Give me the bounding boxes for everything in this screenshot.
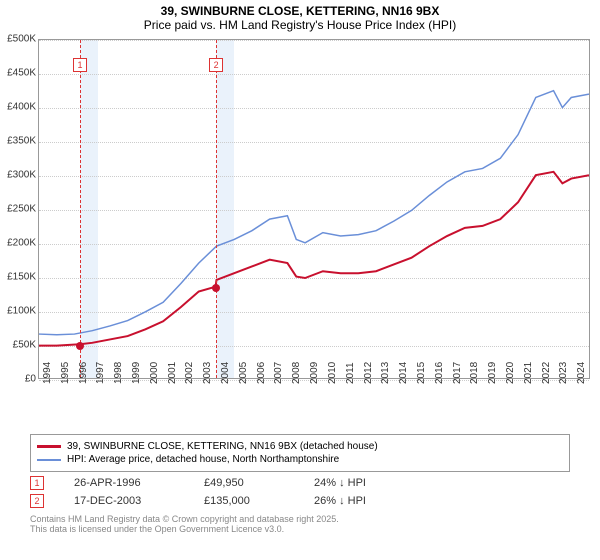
x-axis-label: 1995 [60,362,71,384]
y-axis-label: £50K [13,340,36,351]
x-axis-label: 2000 [149,362,160,384]
x-axis-label: 2013 [380,362,391,384]
sale-marker: 2 [209,58,223,72]
legend-swatch-property [37,445,61,448]
sale-delta: 26% ↓ HPI [314,495,366,507]
sale-delta: 24% ↓ HPI [314,477,366,489]
page-subtitle: Price paid vs. HM Land Registry's House … [0,18,600,32]
x-axis-label: 2006 [256,362,267,384]
y-axis-label: £0 [25,374,36,385]
attribution-line: This data is licensed under the Open Gov… [30,524,570,534]
x-axis-label: 2002 [184,362,195,384]
y-axis-label: £200K [7,238,36,249]
sale-id: 1 [30,476,44,490]
sale-date: 26-APR-1996 [74,477,174,489]
x-axis-label: 2016 [434,362,445,384]
page-title: 39, SWINBURNE CLOSE, KETTERING, NN16 9BX [0,4,600,18]
sale-dot [212,284,220,292]
x-axis-label: 2003 [202,362,213,384]
attribution-line: Contains HM Land Registry data © Crown c… [30,514,570,524]
sale-price: £49,950 [204,477,284,489]
x-axis-label: 2022 [541,362,552,384]
x-axis-label: 1996 [78,362,89,384]
sale-dot [76,342,84,350]
y-axis-label: £450K [7,68,36,79]
x-axis-label: 2019 [487,362,498,384]
x-axis-label: 2017 [452,362,463,384]
legend-label-property: 39, SWINBURNE CLOSE, KETTERING, NN16 9BX… [67,441,378,452]
y-axis-label: £150K [7,272,36,283]
sale-id: 2 [30,494,44,508]
sale-marker: 1 [73,58,87,72]
y-axis-label: £350K [7,136,36,147]
sale-row: 1 26-APR-1996 £49,950 24% ↓ HPI [30,476,570,490]
x-axis-label: 2020 [505,362,516,384]
y-axis-label: £100K [7,306,36,317]
x-axis-label: 2009 [309,362,320,384]
y-axis-label: £400K [7,102,36,113]
x-axis-label: 2001 [167,362,178,384]
x-axis-label: 2024 [576,362,587,384]
y-axis-label: £250K [7,204,36,215]
y-axis-label: £500K [7,34,36,45]
x-axis-label: 2015 [416,362,427,384]
x-axis-label: 2014 [398,362,409,384]
x-axis-label: 1997 [95,362,106,384]
legend-swatch-hpi [37,459,61,461]
series-property [39,172,589,346]
legend-label-hpi: HPI: Average price, detached house, Nort… [67,454,339,465]
x-axis-label: 2008 [291,362,302,384]
x-axis-label: 2021 [523,362,534,384]
x-axis-label: 1994 [42,362,53,384]
line-chart: 1 2 £0 £50K £100K £150K £200K £250K £300K £350K £… [0,34,600,434]
y-axis-label: £300K [7,170,36,181]
chart-legend: 39, SWINBURNE CLOSE, KETTERING, NN16 9BX… [30,434,570,472]
x-axis-label: 2005 [238,362,249,384]
x-axis-label: 2011 [345,362,356,384]
x-axis-label: 2018 [469,362,480,384]
x-axis-label: 1999 [131,362,142,384]
x-axis-label: 2007 [273,362,284,384]
x-axis-label: 2004 [220,362,231,384]
x-axis-label: 2012 [363,362,374,384]
x-axis-label: 2010 [327,362,338,384]
sale-date: 17-DEC-2003 [74,495,174,507]
sale-price: £135,000 [204,495,284,507]
x-axis-label: 1998 [113,362,124,384]
sale-row: 2 17-DEC-2003 £135,000 26% ↓ HPI [30,494,570,508]
x-axis-label: 2023 [558,362,569,384]
